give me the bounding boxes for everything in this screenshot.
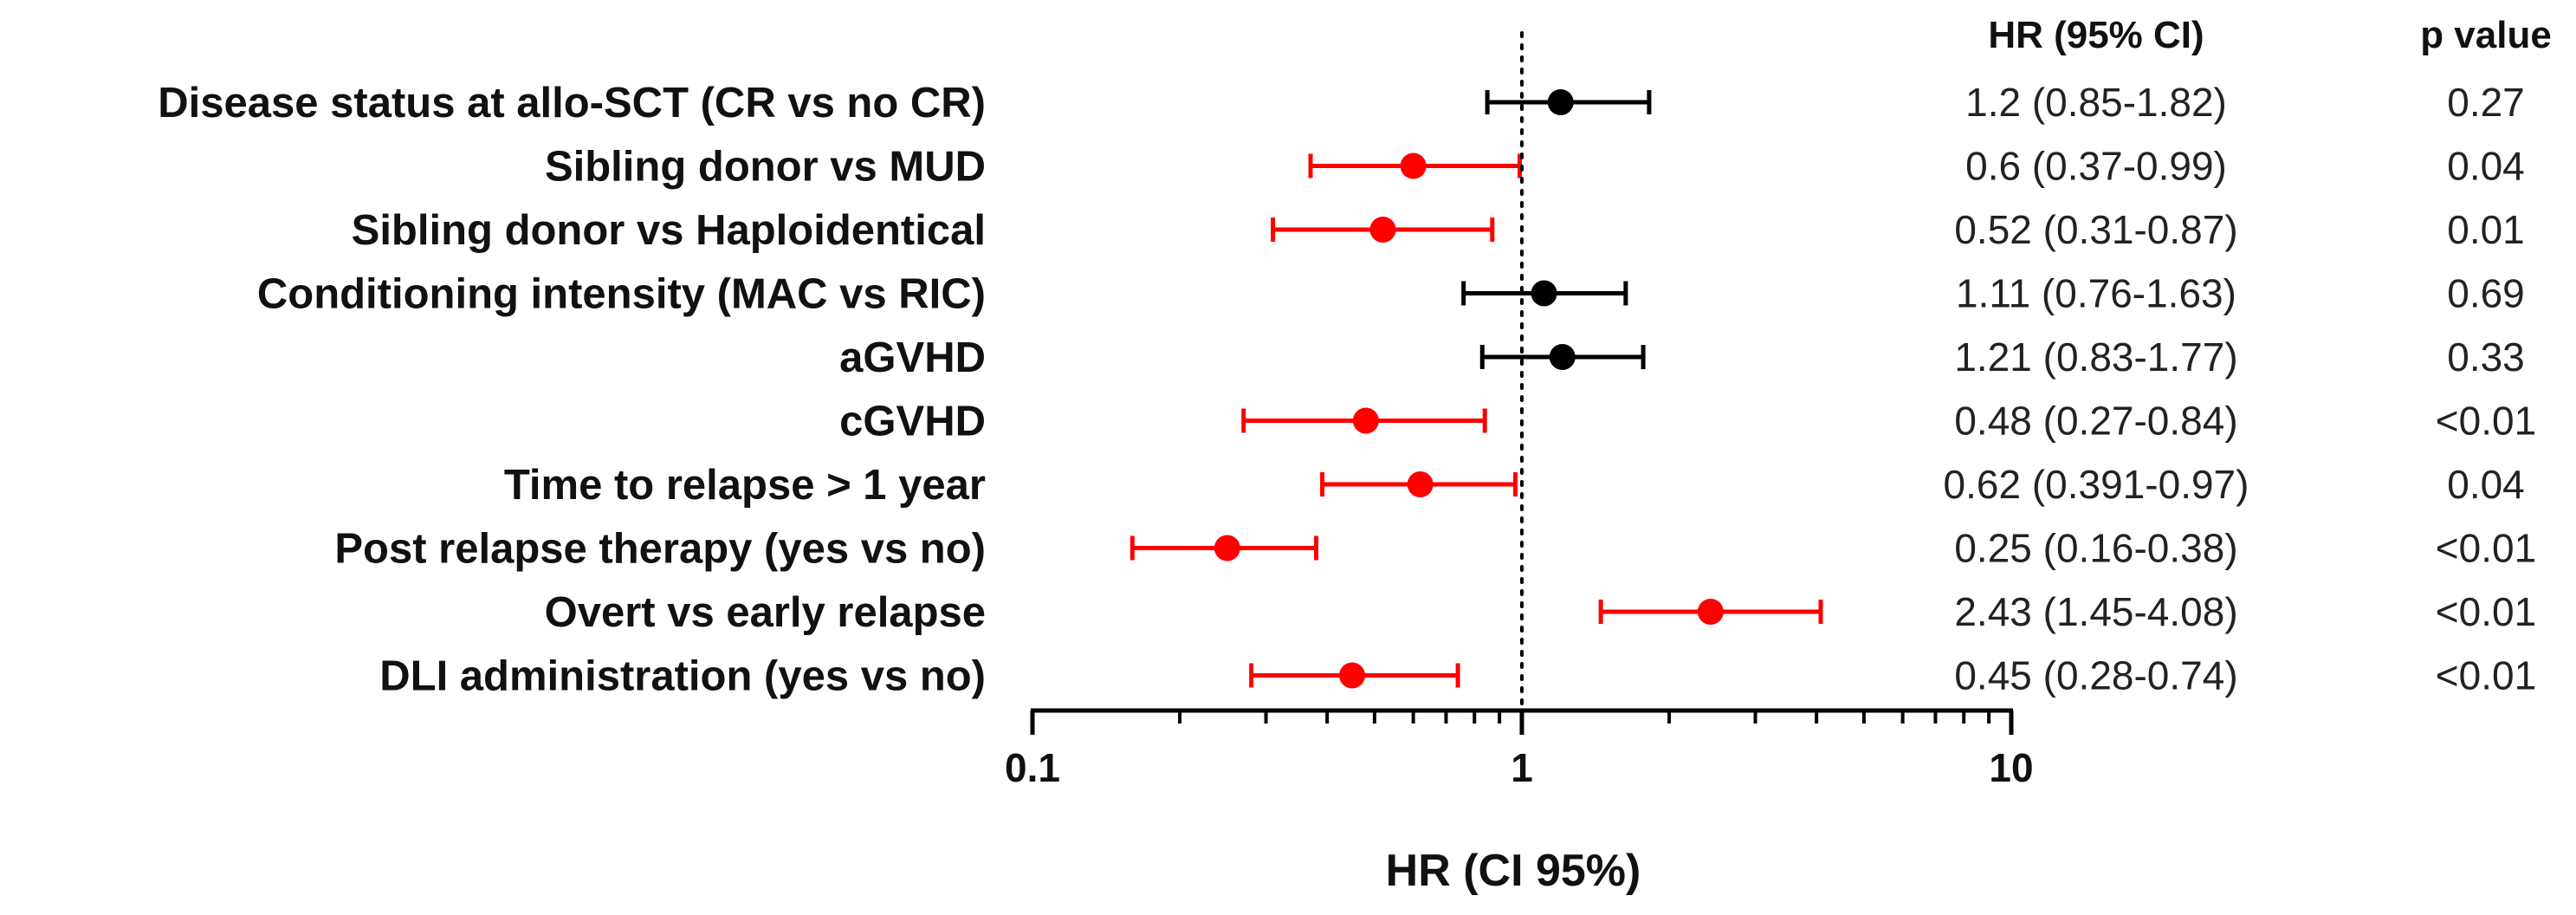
hr-point (1547, 89, 1574, 115)
hr-ci-value: 1.2 (0.85-1.82) (1965, 80, 2227, 125)
x-axis-minor-ticks (1178, 711, 1991, 724)
hr-ci-value: 2.43 (1.45-4.08) (1954, 589, 2237, 634)
hr-point (1400, 152, 1427, 179)
hr-ci-value: 1.11 (0.76-1.63) (1956, 271, 2236, 316)
row-label: Time to relapse > 1 year (504, 462, 986, 509)
x-axis-tick-labels: 0.1 1 10 (1005, 745, 2034, 790)
row-6: Time to relapse > 1 year 0.62 (0.391-0.97… (504, 462, 2525, 509)
tick-label: 0.1 (1005, 745, 1060, 790)
row-label: Sibling donor vs MUD (545, 144, 986, 191)
hr-point (1339, 662, 1366, 689)
rows-layer: Disease status at allo-SCT (CR vs no CR)… (158, 80, 2536, 700)
p-value: 0.01 (2447, 207, 2525, 252)
row-2: Sibling donor vs Haploidentical 0.52 (0.3… (352, 207, 2525, 254)
p-value: <0.01 (2436, 589, 2536, 634)
row-label: DLI administration (yes vs no) (379, 653, 986, 700)
p-value: <0.01 (2436, 526, 2536, 571)
hr-ci-value: 0.45 (0.28-0.74) (1954, 653, 2237, 698)
p-value: 0.69 (2447, 271, 2525, 316)
row-label: Post relapse therapy (yes vs no) (334, 526, 986, 573)
hr-point (1697, 599, 1724, 625)
p-value: 0.33 (2447, 334, 2525, 380)
x-axis-title: HR (CI 95%) (1386, 846, 1641, 896)
hr-ci-value: 0.25 (0.16-0.38) (1954, 526, 2237, 571)
p-value: 0.04 (2447, 462, 2525, 507)
p-value: 0.27 (2447, 80, 2525, 125)
row-5: cGVHD 0.48 (0.27-0.84) <0.01 (839, 399, 2536, 445)
hr-ci-value: 0.48 (0.27-0.84) (1954, 399, 2237, 444)
hr-point (1352, 407, 1379, 434)
row-label: aGVHD (839, 334, 986, 381)
row-4: aGVHD 1.21 (0.83-1.77) 0.33 (839, 334, 2525, 381)
hr-point (1369, 217, 1396, 243)
row-label: Overt vs early relapse (545, 589, 986, 636)
row-0: Disease status at allo-SCT (CR vs no CR)… (158, 80, 2524, 127)
hr-ci-value: 0.62 (0.391-0.97) (1944, 462, 2249, 507)
p-value: 0.04 (2447, 144, 2525, 189)
row-1: Sibling donor vs MUD 0.6 (0.37-0.99) 0.04 (545, 144, 2525, 191)
row-label: Disease status at allo-SCT (CR vs no CR) (158, 80, 986, 127)
x-axis-major-ticks (1030, 711, 2014, 735)
hr-point (1531, 280, 1557, 307)
hr-column-header: HR (95% CI) (1988, 14, 2204, 56)
tick-label: 1 (1511, 745, 1533, 790)
tick-label: 10 (1989, 745, 2033, 790)
hr-ci-value: 1.21 (0.83-1.77) (1954, 334, 2237, 380)
p-value: <0.01 (2436, 653, 2536, 698)
hr-ci-value: 0.52 (0.31-0.87) (1954, 207, 2237, 252)
row-8: Overt vs early relapse 2.43 (1.45-4.08) <0… (545, 589, 2537, 636)
row-7: Post relapse therapy (yes vs no) 0.25 (0.… (334, 526, 2536, 573)
row-9: DLI administration (yes vs no) 0.45 (0.28… (379, 653, 2536, 700)
hr-point (1549, 344, 1576, 370)
row-label: cGVHD (839, 399, 986, 445)
hr-point (1407, 471, 1434, 497)
p-value-column-header: p value (2420, 14, 2552, 56)
x-axis: 0.1 1 10 (1005, 708, 2034, 790)
row-3: Conditioning intensity (MAC vs RIC) 1.11 … (257, 271, 2525, 318)
row-label: Conditioning intensity (MAC vs RIC) (257, 271, 986, 318)
p-value: <0.01 (2436, 399, 2536, 444)
hr-point (1214, 535, 1240, 561)
row-label: Sibling donor vs Haploidentical (352, 207, 986, 254)
hr-ci-value: 0.6 (0.37-0.99) (1965, 144, 2227, 189)
